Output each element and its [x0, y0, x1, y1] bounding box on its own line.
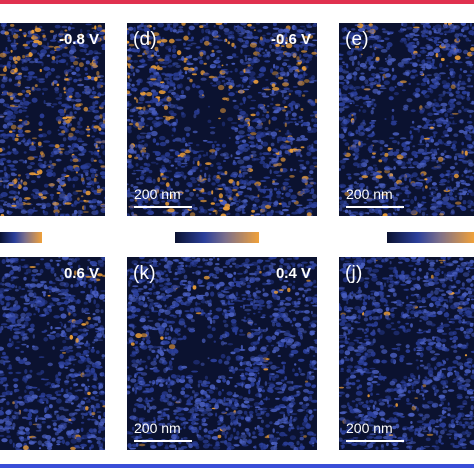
colorbar-gradient — [387, 232, 474, 243]
scalebar — [134, 440, 192, 442]
map-texture — [127, 23, 317, 216]
scalebar-label: 200 nm — [346, 420, 393, 436]
voltage-label: 0.4 V — [275, 265, 311, 282]
colorbar-left: 400 µV — [0, 229, 105, 246]
map-texture — [0, 23, 105, 216]
scalebar — [346, 206, 404, 208]
voltage-label: -0.8 V — [58, 31, 99, 48]
voltage-label: 0.6 V — [63, 265, 99, 282]
scalebar-label: 200 nm — [134, 420, 181, 436]
colorbar-high-label: 400 µV — [264, 229, 312, 246]
colorbar-right: 20 µV — [339, 229, 474, 246]
colorbar-high-label: 400 µV — [46, 229, 94, 246]
colorbar-gradient — [0, 232, 42, 243]
panel-label: (d) — [133, 29, 157, 50]
bottom-divider — [0, 464, 474, 468]
colorbar-low-label: 20 µV — [341, 229, 381, 246]
map-texture — [339, 23, 474, 216]
map-texture — [0, 257, 105, 450]
map-texture — [339, 257, 474, 450]
scalebar-label: 200 nm — [346, 186, 393, 202]
scalebar — [346, 440, 404, 442]
scalebar — [134, 206, 192, 208]
map-texture — [127, 257, 317, 450]
map-panel-k: (k) 0.4 V 200 nm — [127, 257, 317, 450]
map-panel-e: (e) 200 nm — [339, 23, 474, 216]
scalebar-label: 200 nm — [134, 186, 181, 202]
panel-label: (k) — [133, 263, 156, 284]
map-panel-j: (j) 200 nm — [339, 257, 474, 450]
panel-label: (j) — [345, 263, 363, 284]
map-panel-bottom-left: 0.6 V — [0, 257, 105, 450]
top-divider — [0, 0, 474, 4]
map-panel-d: (d) -0.6 V 200 nm — [127, 23, 317, 216]
panel-label: (e) — [345, 29, 369, 50]
colorbar-middle: 20 µV 400 µV — [127, 229, 317, 246]
map-panel-top-left: -0.8 V — [0, 23, 105, 216]
colorbar-gradient — [175, 232, 259, 243]
voltage-label: -0.6 V — [270, 31, 311, 48]
colorbar-low-label: 20 µV — [129, 229, 169, 246]
